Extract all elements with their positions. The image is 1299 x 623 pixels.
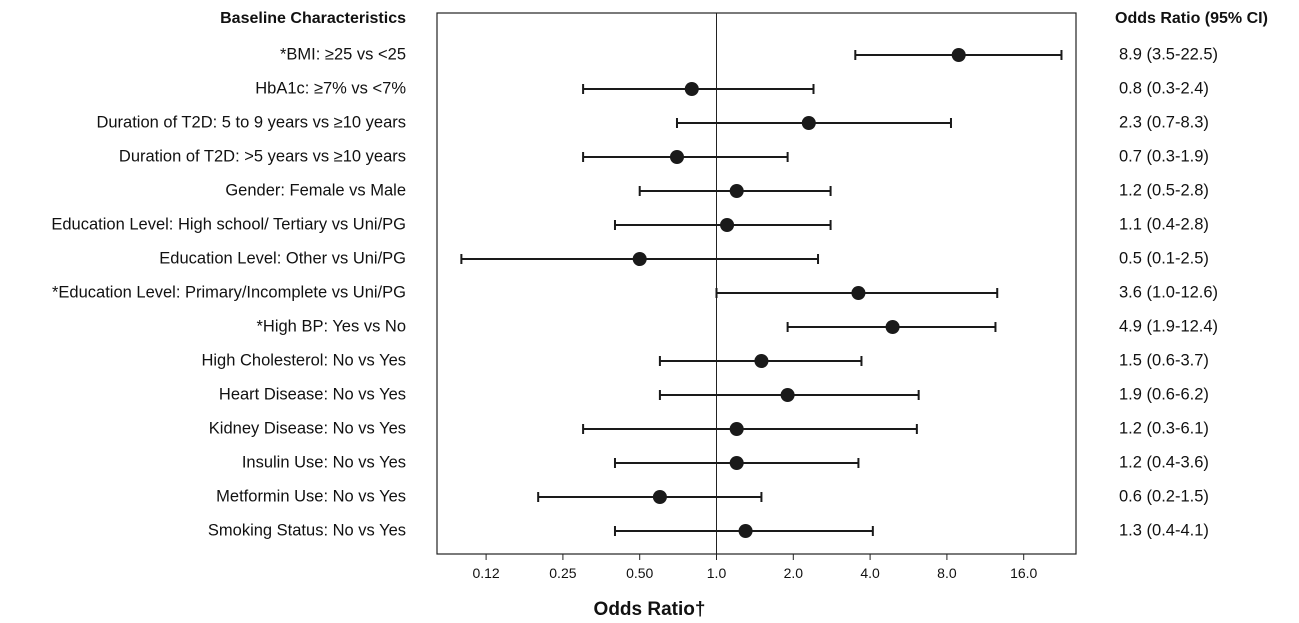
- odds-ratio-text: 1.2 (0.3-6.1): [1119, 419, 1209, 438]
- row-label: *BMI: ≥25 vs <25: [280, 45, 406, 64]
- odds-ratio-text: 0.7 (0.3-1.9): [1119, 147, 1209, 166]
- odds-ratio-text: 1.3 (0.4-4.1): [1119, 521, 1209, 540]
- x-tick-label: 16.0: [1010, 565, 1037, 581]
- row-label: *Education Level: Primary/Incomplete vs …: [52, 283, 406, 302]
- x-tick-label: 4.0: [860, 565, 880, 581]
- row-label: Metformin Use: No vs Yes: [216, 487, 406, 506]
- point-estimate: [754, 354, 769, 368]
- point-estimate: [632, 252, 647, 266]
- row-label: Heart Disease: No vs Yes: [218, 385, 406, 404]
- row-label: High Cholesterol: No vs Yes: [201, 351, 406, 370]
- row-label: Duration of T2D: >5 years vs ≥10 years: [118, 147, 406, 166]
- point-estimate: [851, 286, 866, 300]
- right-column-header: Odds Ratio (95% CI): [1115, 10, 1268, 27]
- point-estimate: [652, 490, 667, 504]
- odds-ratio-text: 1.9 (0.6-6.2): [1119, 385, 1209, 404]
- x-axis-label: Odds Ratio†: [593, 599, 706, 620]
- row-label: Education Level: High school/ Tertiary v…: [51, 215, 406, 234]
- odds-ratio-text: 1.1 (0.4-2.8): [1119, 215, 1209, 234]
- x-tick-label: 1.0: [707, 565, 727, 581]
- odds-ratio-text: 0.5 (0.1-2.5): [1119, 249, 1209, 268]
- row-label: Kidney Disease: No vs Yes: [208, 419, 406, 438]
- x-tick-label: 0.25: [549, 565, 576, 581]
- point-estimate: [729, 184, 744, 198]
- plot-frame: [436, 12, 1077, 555]
- row-label: Smoking Status: No vs Yes: [207, 521, 406, 540]
- point-estimate: [729, 456, 744, 470]
- point-estimate: [729, 422, 744, 436]
- x-tick-label: 8.0: [937, 565, 957, 581]
- point-estimate: [885, 320, 900, 334]
- point-estimate: [738, 524, 753, 538]
- x-tick-label: 0.50: [626, 565, 653, 581]
- odds-ratio-text: 1.5 (0.6-3.7): [1119, 351, 1209, 370]
- row-label: Education Level: Other vs Uni/PG: [159, 249, 406, 268]
- left-column-header: Baseline Characteristics: [220, 10, 406, 27]
- point-estimate: [684, 82, 699, 96]
- row-label: Gender: Female vs Male: [225, 181, 406, 200]
- row-label: *High BP: Yes vs No: [256, 317, 407, 336]
- row-label: HbA1c: ≥7% vs <7%: [255, 79, 406, 98]
- odds-ratio-text: 8.9 (3.5-22.5): [1119, 45, 1219, 64]
- odds-ratio-text: 1.2 (0.5-2.8): [1119, 181, 1209, 200]
- point-estimate: [780, 388, 795, 402]
- row-label: Duration of T2D: 5 to 9 years vs ≥10 yea…: [96, 113, 406, 132]
- x-tick-label: 0.12: [472, 565, 499, 581]
- point-estimate: [720, 218, 735, 232]
- point-estimate: [801, 116, 816, 130]
- odds-ratio-text: 3.6 (1.0-12.6): [1119, 283, 1219, 302]
- odds-ratio-text: 2.3 (0.7-8.3): [1119, 113, 1209, 132]
- point-estimate: [951, 48, 966, 62]
- odds-ratio-text: 1.2 (0.4-3.6): [1119, 453, 1209, 472]
- odds-ratio-text: 0.8 (0.3-2.4): [1119, 79, 1209, 98]
- point-estimate: [669, 150, 684, 164]
- odds-ratio-text: 0.6 (0.2-1.5): [1119, 487, 1209, 506]
- odds-ratio-text: 4.9 (1.9-12.4): [1119, 317, 1219, 336]
- x-tick-label: 2.0: [784, 565, 804, 581]
- row-label: Insulin Use: No vs Yes: [241, 453, 406, 472]
